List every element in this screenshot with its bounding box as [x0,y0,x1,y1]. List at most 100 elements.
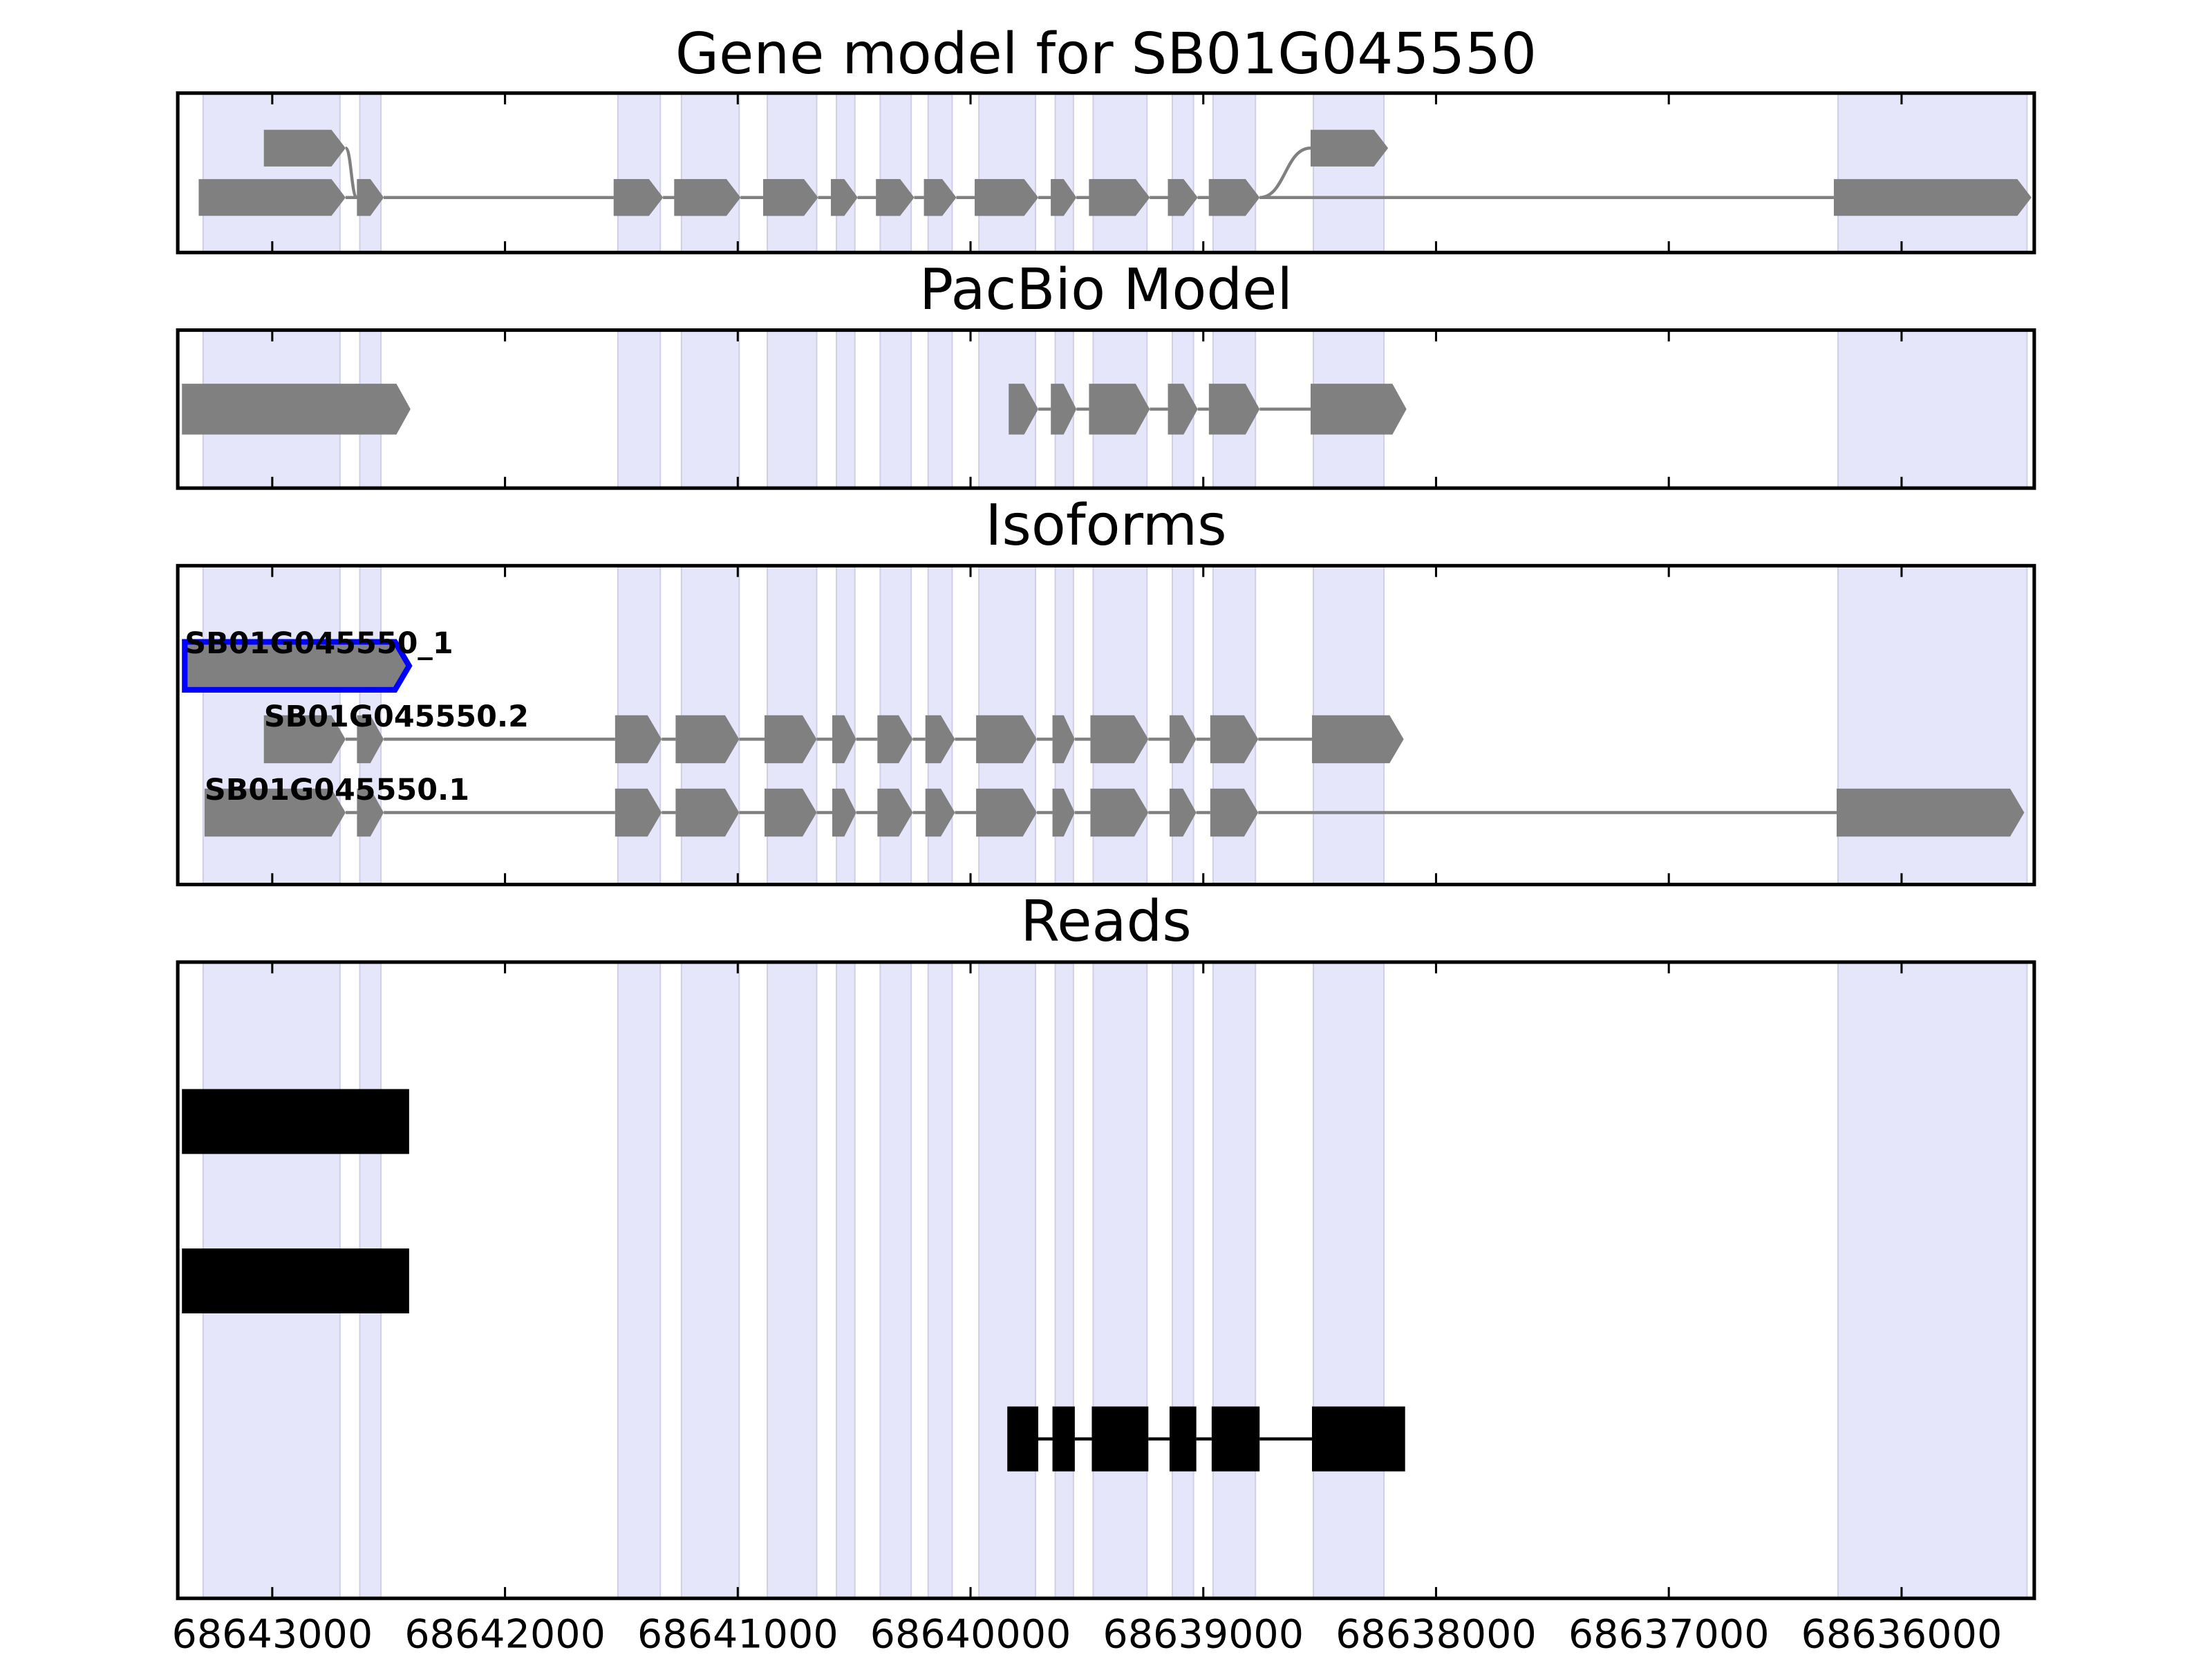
x-tick-label: 68639000 [1103,1612,1304,1658]
track-title: Isoforms [985,493,1226,559]
highlight-band [680,93,740,253]
exon [613,179,664,216]
highlight-band [1092,93,1148,253]
highlight-band [927,93,953,253]
highlight-band [836,330,856,489]
exon [975,179,1039,216]
highlight-band [617,93,662,253]
x-tick-label: 68641000 [637,1612,838,1658]
highlight-band [1837,565,2028,885]
x-tick-label: 68643000 [171,1612,373,1658]
highlight-band [978,962,1036,1599]
isoform-label: SB01G045550.1 [205,773,469,807]
highlight-band [617,330,662,489]
highlight-band [1054,93,1074,253]
exon [182,639,413,693]
exon [1169,715,1197,764]
exon [182,384,411,435]
highlight-band [1171,93,1194,253]
exon [1051,179,1077,216]
highlight-band [1837,330,2028,489]
exon [925,788,955,837]
exon [877,788,913,837]
exon [830,179,858,216]
highlight-band [978,93,1036,253]
x-tick-label: 68637000 [1568,1612,1770,1658]
highlight-band [680,330,740,489]
exon [1052,1406,1075,1472]
exon [876,179,915,216]
track [182,330,2028,489]
exon [765,715,817,764]
exon [1089,179,1150,216]
exon [925,715,955,764]
exon [976,788,1037,837]
exon [1007,1406,1039,1472]
exon [263,129,346,167]
highlight-band [1837,93,2028,253]
highlight-band [767,962,818,1599]
highlight-band [767,93,818,253]
exon [1168,384,1198,435]
exon [763,179,818,216]
highlight-band [836,962,856,1599]
highlight-band [1313,93,1385,253]
exon [1211,1406,1260,1472]
highlight-band [1054,962,1074,1599]
x-tick-label: 68640000 [870,1612,1071,1658]
exon [877,715,913,764]
exon [1312,1406,1405,1472]
exon [1089,384,1150,435]
exon [198,179,346,216]
exon [615,715,662,764]
track-frame [176,328,2036,490]
track-title: Gene model for SB01G045550 [675,21,1537,87]
exon [1168,179,1198,216]
track [198,93,2032,253]
exon [182,1248,409,1313]
highlight-band [927,330,953,489]
highlight-band [617,962,662,1599]
exon [357,179,384,216]
intron [1259,147,1311,199]
exon [357,788,384,837]
exon [615,788,662,837]
highlight-band [767,330,818,489]
exon [1310,384,1407,435]
exon [675,715,740,764]
track-title: Reads [1020,889,1192,955]
exon [1052,715,1075,764]
isoform-label: SB01G045550.2 [264,700,529,734]
highlight-band [202,93,341,253]
x-tick-label: 68642000 [404,1612,606,1658]
intron [344,147,359,199]
exon [1091,1406,1149,1472]
exon [1210,715,1259,764]
exon [204,788,346,837]
highlight-band [879,330,912,489]
highlight-band [836,93,856,253]
exon [1090,715,1149,764]
exon [832,715,856,764]
track-frame [176,960,2036,1600]
exon [765,788,817,837]
highlight-band [1092,962,1148,1599]
highlight-band [359,93,382,253]
exon [1169,788,1197,837]
track [182,962,2028,1599]
exon [1052,788,1075,837]
highlight-band [879,962,912,1599]
exon [357,715,384,764]
exon [263,715,346,764]
x-tick-label: 68636000 [1801,1612,2003,1658]
exon [674,179,741,216]
exon [1051,384,1077,435]
highlight-band [1212,93,1257,253]
exon [182,1089,409,1154]
highlight-band [927,962,953,1599]
highlight-band [1212,962,1257,1599]
exon [976,715,1037,764]
highlight-band [879,93,912,253]
